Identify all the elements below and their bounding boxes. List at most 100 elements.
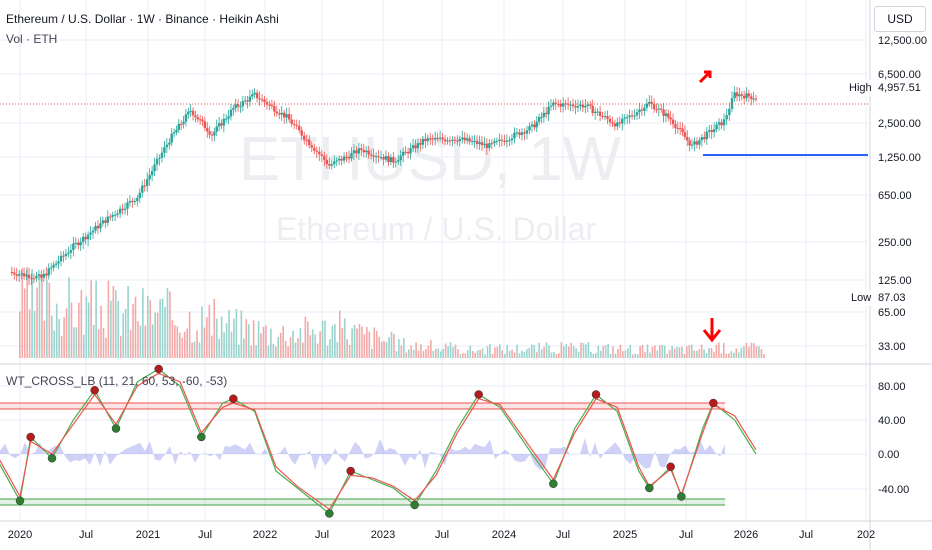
candle-body <box>69 250 73 253</box>
volume-bar <box>531 344 533 358</box>
candle-body <box>340 158 343 161</box>
volume-bar <box>639 346 641 358</box>
volume-bar <box>753 343 755 358</box>
volume-bar <box>710 347 713 358</box>
volume-bar <box>105 337 107 358</box>
volume-bar <box>375 330 378 358</box>
candle-body <box>554 102 557 104</box>
volume-bar <box>533 344 536 358</box>
candle-body <box>121 208 124 210</box>
osc-tick-label: 0.00 <box>878 449 899 461</box>
volume-bar <box>53 330 56 358</box>
volume-bar <box>144 325 147 358</box>
volume-bar <box>19 311 21 358</box>
volume-bar <box>46 279 48 358</box>
volume-bar <box>87 302 90 358</box>
volume-bar <box>555 354 558 358</box>
osc-cross-dot <box>709 398 718 408</box>
candle-body <box>389 157 393 163</box>
candle-body <box>133 201 137 203</box>
candle-body <box>49 267 53 269</box>
volume-bar <box>235 309 238 358</box>
x-tick-label: Jul <box>556 529 570 541</box>
candle-body <box>217 123 221 127</box>
volume-bar <box>651 346 654 358</box>
candle-body <box>559 103 562 107</box>
candle-body <box>650 101 653 104</box>
volume-bar <box>733 352 735 358</box>
candle-body <box>424 138 427 142</box>
candle-body <box>104 220 107 223</box>
candle-body <box>705 131 708 140</box>
candle-body <box>42 273 45 278</box>
x-tick-label: 2025 <box>613 529 637 541</box>
volume-bar <box>654 345 656 358</box>
candle-body <box>227 116 230 119</box>
candle-body <box>576 105 580 108</box>
volume-bar <box>636 354 639 358</box>
volume-bar <box>743 346 745 358</box>
currency-selector[interactable]: USD <box>874 6 926 32</box>
volume-bar <box>691 344 693 358</box>
osc-tick-label: -40.00 <box>878 484 909 496</box>
candle-body <box>564 103 567 105</box>
volume-bar <box>341 327 344 358</box>
candle-body <box>335 160 338 162</box>
volume-bar <box>471 351 474 358</box>
candle-body <box>676 127 679 129</box>
volume-bar <box>570 342 572 358</box>
candle-body <box>633 115 636 117</box>
volume-bar <box>607 343 609 358</box>
volume-bar <box>489 343 491 358</box>
candle-body <box>480 142 484 145</box>
price-candles <box>10 86 758 286</box>
volume-bar <box>176 326 179 358</box>
volume-bar <box>311 329 314 358</box>
volume-bar <box>277 336 280 358</box>
candle-body <box>283 112 286 118</box>
x-tick-label: Jul <box>79 529 93 541</box>
volume-bar <box>491 353 494 358</box>
volume-bar <box>90 280 92 358</box>
candle-body <box>571 104 575 107</box>
volume-bar <box>260 333 262 358</box>
volume-bar <box>550 352 553 358</box>
candle-body <box>750 96 753 99</box>
volume-bar <box>361 326 363 358</box>
volume-bar <box>245 319 248 358</box>
candle-body <box>213 131 216 136</box>
candle-body <box>505 140 509 142</box>
candle-body <box>355 150 358 154</box>
candle-body <box>280 112 283 115</box>
candle-body <box>528 126 531 131</box>
volume-bar <box>565 343 568 358</box>
volume-bar <box>151 324 154 358</box>
osc-cross-dot <box>47 454 57 463</box>
candle-body <box>686 136 689 141</box>
volume-bar <box>572 345 575 358</box>
volume-bar <box>329 339 331 358</box>
candle-body <box>738 94 741 97</box>
volume-bar <box>247 324 250 358</box>
price-overlay <box>0 70 868 343</box>
volume-bar <box>119 335 122 358</box>
candle-body <box>106 216 109 223</box>
candle-body <box>255 92 259 99</box>
candle-body <box>287 114 291 120</box>
high-label: High <box>849 82 872 94</box>
volume-bar <box>58 319 60 358</box>
osc-cross-dot <box>666 462 675 471</box>
volume-bar <box>700 344 703 358</box>
candle-body <box>561 103 565 107</box>
volume-bar <box>760 349 763 358</box>
volume-bar <box>21 268 24 358</box>
candle-body <box>325 159 329 165</box>
y-tick-label: 6,500.00 <box>878 69 921 81</box>
volume-bar <box>454 344 457 358</box>
candle-body <box>537 117 541 122</box>
candle-body <box>141 185 144 193</box>
volume-bar <box>619 344 622 358</box>
candle-body <box>182 121 185 125</box>
candle-body <box>463 137 466 141</box>
